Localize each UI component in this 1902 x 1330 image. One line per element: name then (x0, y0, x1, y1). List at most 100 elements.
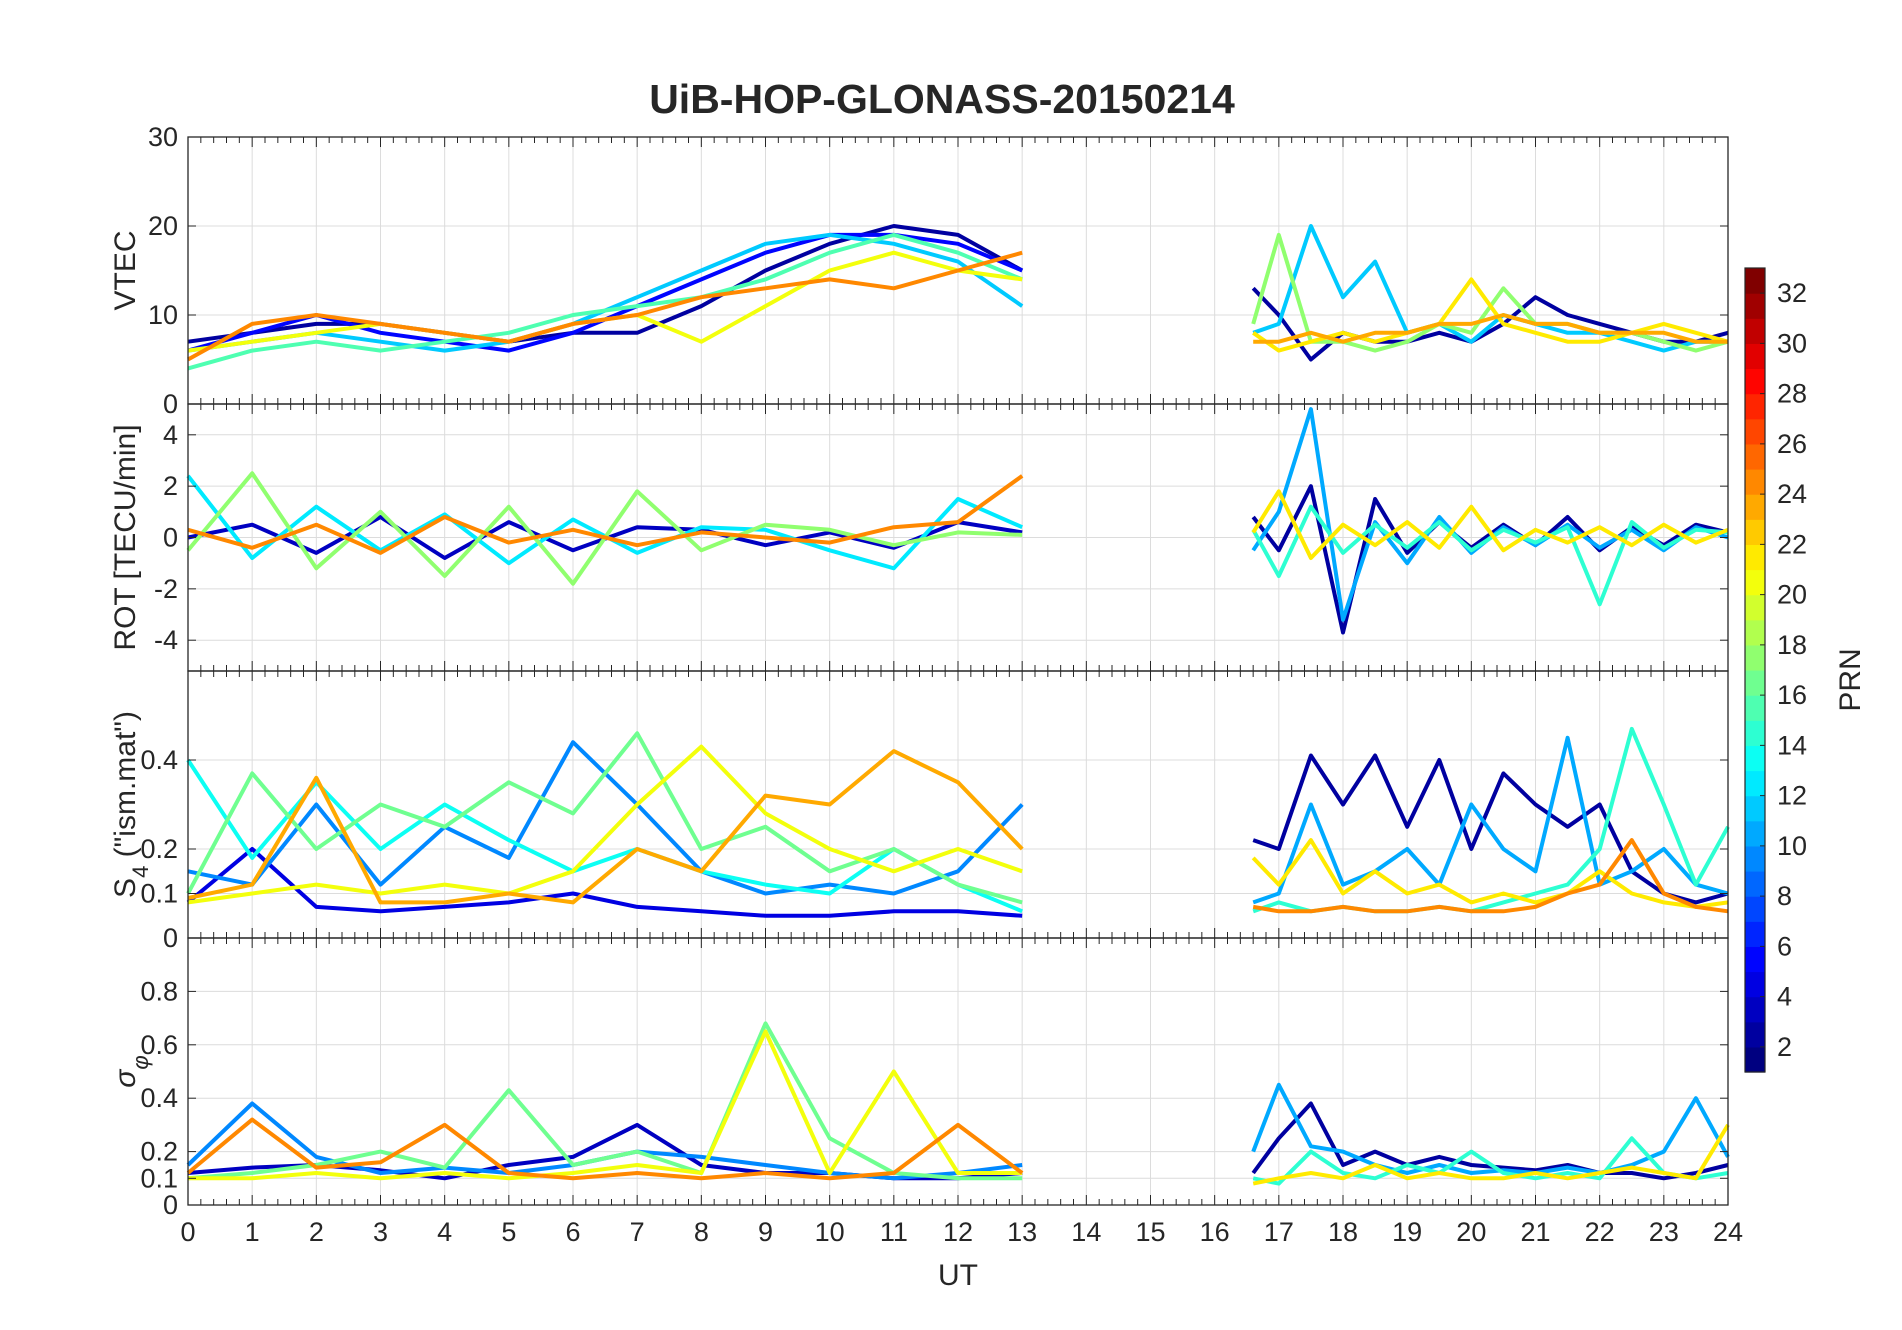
series-line (1252, 753, 1729, 905)
x-tick-label: 5 (501, 1217, 516, 1247)
x-tick-label: 0 (180, 1217, 195, 1247)
colorbar-tick-label: 20 (1777, 580, 1807, 610)
y-tick-label: 2 (163, 471, 178, 501)
x-tick-label: 7 (630, 1217, 645, 1247)
x-tick-label: 9 (758, 1217, 773, 1247)
colorbar-segment (1745, 871, 1765, 897)
colorbar-segment (1745, 770, 1765, 797)
y-tick-label: 0.2 (140, 834, 178, 864)
colorbar-segment (1745, 318, 1765, 344)
series-line (186, 731, 1023, 905)
series-line (1252, 224, 1728, 353)
y-tick-label: 0 (163, 1190, 178, 1220)
x-tick-label: 23 (1649, 1217, 1679, 1247)
colorbar-segment (1745, 1046, 1765, 1073)
colorbar-segment (1745, 644, 1765, 671)
series-line (1253, 313, 1728, 344)
colorbar-segment (1745, 443, 1765, 470)
series-line (1252, 1123, 1730, 1186)
colorbar-segment (1745, 519, 1765, 545)
x-tick-label: 12 (943, 1217, 973, 1247)
colorbar-segment (1745, 393, 1765, 420)
y-tick-label: 10 (148, 300, 178, 330)
panel-frame (187, 937, 1729, 1206)
series-line (187, 250, 1023, 362)
colorbar-segment (1745, 569, 1765, 596)
colorbar-segment (1745, 494, 1765, 520)
colorbar-frame (1744, 267, 1766, 1073)
x-axis-label: UT (938, 1259, 978, 1292)
colorbar-segment (1745, 418, 1765, 445)
colorbar-tick-label: 30 (1777, 328, 1807, 358)
series-line (187, 474, 1024, 555)
y-tick-label: 0 (163, 923, 178, 953)
colorbar-segment (1745, 469, 1765, 495)
series-line (186, 758, 1023, 914)
x-tick-label: 16 (1200, 1217, 1230, 1247)
x-tick-label: 14 (1071, 1217, 1101, 1247)
y-tick-label: 20 (148, 211, 178, 241)
x-tick-label: 3 (373, 1217, 388, 1247)
x-tick-label: 10 (815, 1217, 845, 1247)
y-tick-label: -2 (154, 574, 178, 604)
series-line (187, 744, 1023, 905)
y-tick-label: 0.1 (140, 879, 178, 909)
colorbar-tick-label: 8 (1777, 881, 1792, 911)
colorbar-segment (1745, 695, 1765, 721)
y-tick-label: 30 (148, 122, 178, 152)
colorbar-tick-label: 12 (1777, 781, 1807, 811)
series-line (187, 749, 1024, 905)
colorbar-segment (1745, 594, 1765, 621)
colorbar-tick-label: 26 (1777, 429, 1807, 459)
y-tick-label: 4 (163, 420, 178, 450)
series-line (187, 1021, 1023, 1181)
colorbar-segment (1745, 896, 1765, 922)
series-line (1252, 1136, 1729, 1186)
series-line (1251, 489, 1729, 560)
series-line (186, 474, 1024, 571)
series-line (187, 250, 1023, 353)
series-line (1252, 735, 1729, 905)
x-tick-label: 19 (1392, 1217, 1422, 1247)
colorbar-segment (1745, 745, 1765, 772)
colorbar-tick-label: 16 (1777, 680, 1807, 710)
colorbar-segment (1745, 720, 1765, 746)
colorbar-tick-label: 2 (1777, 1032, 1792, 1062)
colorbar-tick-label: 4 (1777, 982, 1792, 1012)
colorbar-tick-label: 18 (1777, 630, 1807, 660)
y-tick-label: -4 (154, 625, 178, 655)
colorbar-label: PRN (1834, 648, 1867, 711)
y-axis-label: S4 ("ism.mat") (109, 711, 153, 898)
y-tick-label: 0.2 (140, 1137, 178, 1167)
colorbar-segment (1745, 820, 1765, 847)
y-tick-label: 0 (163, 523, 178, 553)
y-tick-label: 0.4 (140, 1083, 178, 1113)
x-tick-label: 21 (1520, 1217, 1550, 1247)
colorbar-segment (1745, 795, 1765, 822)
colorbar-segment (1745, 368, 1765, 395)
colorbar-tick-label: 32 (1777, 278, 1807, 308)
y-tick-label: 0 (163, 389, 178, 419)
x-tick-label: 15 (1135, 1217, 1165, 1247)
colorbar-segment (1745, 268, 1765, 294)
y-tick-label: 0.8 (140, 976, 178, 1006)
colorbar-segment (1745, 619, 1765, 646)
series-line (1251, 1101, 1729, 1181)
x-tick-label: 1 (245, 1217, 260, 1247)
y-axis-label: ROT [TECU/min] (109, 424, 142, 650)
x-tick-label: 17 (1264, 1217, 1294, 1247)
y-tick-label: 0.6 (140, 1030, 178, 1060)
colorbar-segment (1745, 845, 1765, 872)
colorbar-tick-label: 22 (1777, 529, 1807, 559)
colorbar-segment (1745, 343, 1765, 370)
x-tick-label: 22 (1585, 1217, 1615, 1247)
colorbar-segment (1745, 670, 1765, 696)
series-line (187, 232, 1023, 371)
colorbar-segment (1745, 921, 1765, 947)
colorbar-segment (1745, 1021, 1765, 1048)
colorbar-tick-label: 6 (1777, 931, 1792, 961)
series-line (186, 1117, 1024, 1181)
colorbar-segment (1745, 544, 1765, 571)
